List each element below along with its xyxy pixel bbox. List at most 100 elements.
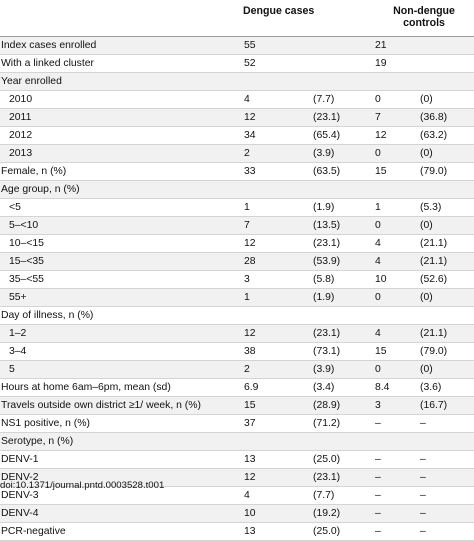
table-row: 2012 34 (65.4) 12 (63.2) bbox=[0, 126, 474, 145]
dengue-percent: (28.9) bbox=[313, 396, 374, 415]
dengue-count: 15 bbox=[243, 396, 313, 415]
control-percent: (21.1) bbox=[420, 324, 474, 343]
dengue-percent: (73.1) bbox=[313, 342, 374, 361]
dengue-percent: (23.1) bbox=[313, 108, 374, 127]
dengue-count: 12 bbox=[243, 108, 313, 127]
dengue-count: 4 bbox=[243, 486, 313, 505]
table-row: 35–<55 3 (5.8) 10 (52.6) bbox=[0, 270, 474, 289]
row-label: Year enrolled bbox=[0, 72, 243, 91]
dengue-count bbox=[243, 306, 313, 325]
dengue-percent: (3.4) bbox=[313, 378, 374, 397]
table-row: DENV-1 13 (25.0) – – bbox=[0, 450, 474, 469]
dengue-count: 2 bbox=[243, 360, 313, 379]
row-label: 55+ bbox=[0, 288, 243, 307]
control-count: 4 bbox=[374, 324, 420, 343]
control-percent: (0) bbox=[420, 90, 474, 109]
page: Dengue cases Non-dengue controls Index ca… bbox=[0, 5, 474, 541]
row-label: 1–2 bbox=[0, 324, 243, 343]
control-percent: – bbox=[420, 450, 474, 469]
dengue-count: 13 bbox=[243, 522, 313, 541]
row-label: 15–<35 bbox=[0, 252, 243, 271]
dengue-count: 28 bbox=[243, 252, 313, 271]
control-percent bbox=[420, 180, 474, 199]
table-row: Travels outside own district ≥1/ week, n… bbox=[0, 396, 474, 415]
dengue-percent: (1.9) bbox=[313, 288, 374, 307]
table-row: DENV-2 12 (23.1) – – bbox=[0, 468, 474, 487]
control-count: 15 bbox=[374, 342, 420, 361]
doi-footnote: doi:10.1371/journal.pntd.0003528.t001 bbox=[0, 480, 165, 491]
row-label: Age group, n (%) bbox=[0, 180, 243, 199]
row-label: Travels outside own district ≥1/ week, n… bbox=[0, 396, 243, 415]
table-row: 5 2 (3.9) 0 (0) bbox=[0, 360, 474, 379]
table-row: PCR-negative 13 (25.0) – – bbox=[0, 522, 474, 541]
control-percent: – bbox=[420, 522, 474, 541]
row-label: <5 bbox=[0, 198, 243, 217]
row-label: 35–<55 bbox=[0, 270, 243, 289]
row-label: PCR-negative bbox=[0, 522, 243, 541]
header-non-dengue-line1: Non-dengue bbox=[393, 5, 455, 17]
dengue-count: 7 bbox=[243, 216, 313, 235]
control-percent bbox=[420, 35, 474, 55]
dengue-count: 55 bbox=[243, 35, 313, 55]
control-percent: – bbox=[420, 468, 474, 487]
header-label-column bbox=[0, 0, 243, 36]
control-percent: (16.7) bbox=[420, 396, 474, 415]
dengue-percent: (5.8) bbox=[313, 270, 374, 289]
control-percent: – bbox=[420, 414, 474, 433]
control-count: – bbox=[374, 450, 420, 469]
dengue-count: 3 bbox=[243, 270, 313, 289]
control-count bbox=[374, 432, 420, 451]
dengue-percent: (3.9) bbox=[313, 144, 374, 163]
control-count: 1 bbox=[374, 198, 420, 217]
row-label: 10–<15 bbox=[0, 234, 243, 253]
row-label: With a linked cluster bbox=[0, 54, 243, 73]
control-count bbox=[374, 306, 420, 325]
row-label: Female, n (%) bbox=[0, 162, 243, 181]
row-label: 2013 bbox=[0, 144, 243, 163]
dengue-percent bbox=[313, 180, 374, 199]
control-count: 19 bbox=[374, 54, 420, 73]
table-row: 2010 4 (7.7) 0 (0) bbox=[0, 90, 474, 109]
control-percent: (52.6) bbox=[420, 270, 474, 289]
table-row: Female, n (%) 33 (63.5) 15 (79.0) bbox=[0, 162, 474, 181]
control-percent: – bbox=[420, 486, 474, 505]
control-count: 4 bbox=[374, 252, 420, 271]
dengue-count: 4 bbox=[243, 90, 313, 109]
header-row: Dengue cases Non-dengue controls bbox=[0, 0, 474, 36]
control-count: – bbox=[374, 522, 420, 541]
control-count: 0 bbox=[374, 90, 420, 109]
dengue-percent: (63.5) bbox=[313, 162, 374, 181]
dengue-count: 38 bbox=[243, 342, 313, 361]
row-label: Hours at home 6am–6pm, mean (sd) bbox=[0, 378, 243, 397]
control-count: 0 bbox=[374, 360, 420, 379]
dengue-percent: (53.9) bbox=[313, 252, 374, 271]
header-dengue-cases: Dengue cases bbox=[243, 5, 315, 17]
dengue-percent: (25.0) bbox=[313, 522, 374, 541]
dengue-percent: (1.9) bbox=[313, 198, 374, 217]
control-percent: (21.1) bbox=[420, 252, 474, 271]
dengue-percent: (65.4) bbox=[313, 126, 374, 145]
table-row: Day of illness, n (%) bbox=[0, 306, 474, 325]
dengue-count: 2 bbox=[243, 144, 313, 163]
dengue-count: 10 bbox=[243, 504, 313, 523]
control-percent: (63.2) bbox=[420, 126, 474, 145]
control-percent: (0) bbox=[420, 216, 474, 235]
control-percent bbox=[420, 432, 474, 451]
dengue-percent: (19.2) bbox=[313, 504, 374, 523]
dengue-percent: (23.1) bbox=[313, 468, 374, 487]
control-count: – bbox=[374, 504, 420, 523]
control-percent bbox=[420, 54, 474, 73]
table-row: 3–4 38 (73.1) 15 (79.0) bbox=[0, 342, 474, 361]
row-label: DENV-4 bbox=[0, 504, 243, 523]
control-count bbox=[374, 180, 420, 199]
row-label: 5 bbox=[0, 360, 243, 379]
table-row: NS1 positive, n (%) 37 (71.2) – – bbox=[0, 414, 474, 433]
row-label: Serotype, n (%) bbox=[0, 432, 243, 451]
dengue-percent bbox=[313, 72, 374, 91]
control-percent: (3.6) bbox=[420, 378, 474, 397]
control-count: 7 bbox=[374, 108, 420, 127]
control-percent: – bbox=[420, 504, 474, 523]
table-row: 2011 12 (23.1) 7 (36.8) bbox=[0, 108, 474, 127]
dengue-count bbox=[243, 180, 313, 199]
